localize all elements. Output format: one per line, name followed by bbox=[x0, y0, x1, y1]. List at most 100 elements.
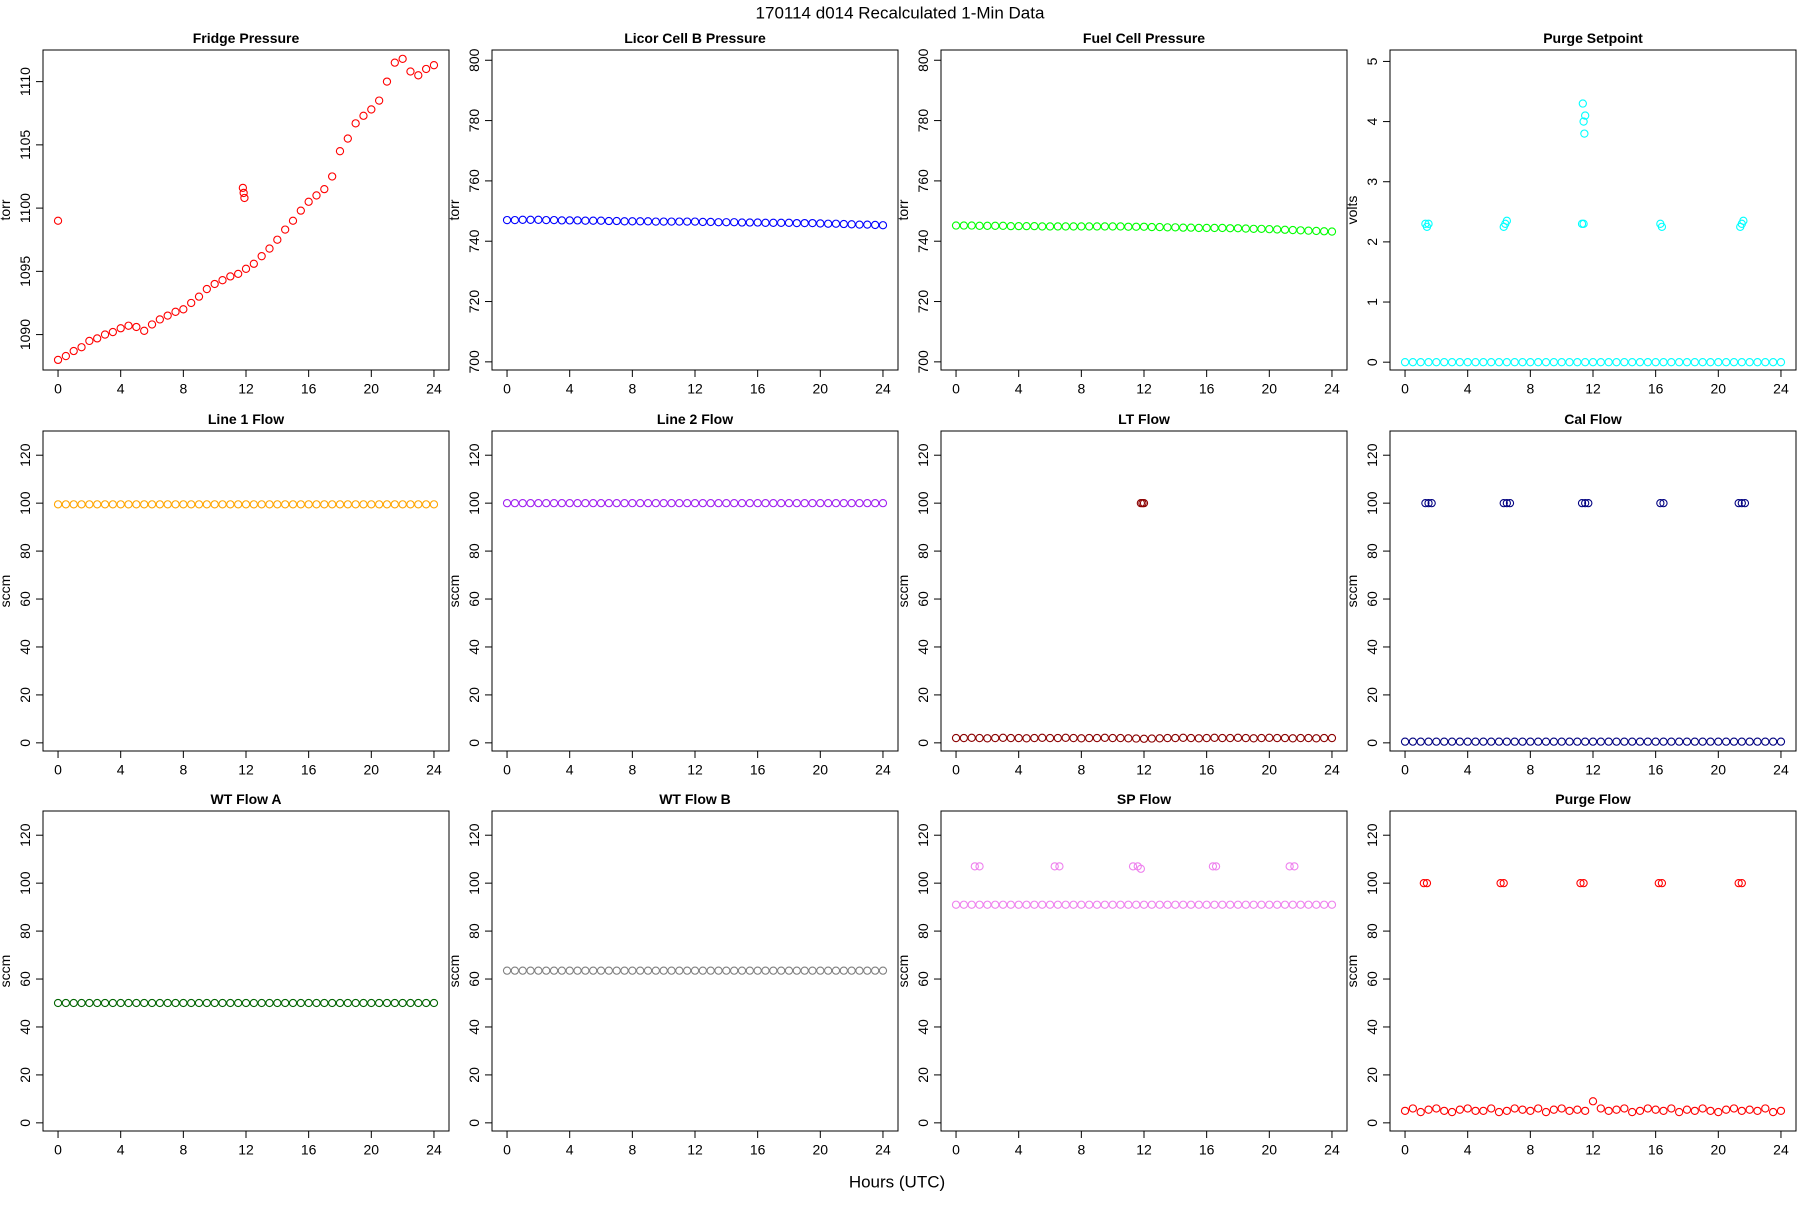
x-tick-label: 8 bbox=[1526, 1142, 1534, 1158]
data-point bbox=[155, 500, 165, 509]
data-point bbox=[1061, 900, 1070, 909]
data-point bbox=[1588, 1097, 1598, 1106]
data-point bbox=[1053, 733, 1063, 743]
data-point bbox=[414, 71, 423, 80]
data-point bbox=[1225, 900, 1235, 909]
data-point bbox=[1327, 733, 1337, 743]
data-point bbox=[1579, 219, 1588, 228]
x-tick-label: 8 bbox=[1526, 762, 1534, 778]
y-tick-label: 120 bbox=[915, 443, 931, 467]
data-point bbox=[53, 216, 63, 225]
data-point bbox=[667, 498, 676, 508]
y-tick-label: 0 bbox=[1364, 739, 1380, 747]
data-point bbox=[1285, 862, 1294, 871]
data-point bbox=[1596, 358, 1605, 367]
y-tick-label: 20 bbox=[1364, 687, 1380, 703]
data-point bbox=[1296, 226, 1305, 235]
y-tick-label: 0 bbox=[915, 1119, 931, 1127]
data-point bbox=[1257, 224, 1266, 234]
data-point bbox=[429, 998, 439, 1008]
data-point bbox=[1682, 737, 1692, 746]
data-point bbox=[132, 998, 141, 1008]
data-point bbox=[1714, 737, 1723, 746]
y-tick-label: 100 bbox=[915, 871, 931, 895]
data-point bbox=[991, 733, 1000, 743]
data-point bbox=[1257, 900, 1266, 909]
data-point bbox=[604, 216, 614, 226]
data-point bbox=[1721, 358, 1731, 367]
data-point bbox=[351, 998, 360, 1008]
data-point bbox=[1518, 358, 1527, 367]
data-point bbox=[1179, 223, 1188, 232]
data-point bbox=[643, 217, 653, 226]
plot-frame bbox=[940, 430, 1348, 752]
data-point bbox=[1576, 878, 1585, 888]
y-tick-label: 100 bbox=[915, 491, 931, 515]
panel-title: WT Flow A bbox=[210, 791, 281, 807]
data-point bbox=[1225, 733, 1235, 743]
data-point bbox=[1510, 1104, 1519, 1113]
y-tick-label: 40 bbox=[466, 1019, 482, 1035]
y-tick-label: 1 bbox=[1364, 298, 1380, 306]
data-point bbox=[1241, 900, 1250, 909]
y-tick-label: 20 bbox=[466, 1067, 482, 1083]
x-tick-label: 4 bbox=[1464, 381, 1472, 397]
data-point bbox=[951, 900, 961, 909]
data-point bbox=[557, 216, 567, 225]
data-point bbox=[502, 215, 512, 225]
data-point bbox=[367, 105, 376, 114]
data-point bbox=[847, 498, 856, 508]
data-point bbox=[1319, 227, 1329, 236]
data-point bbox=[878, 498, 888, 508]
data-point bbox=[636, 217, 645, 226]
data-point bbox=[1069, 222, 1078, 231]
y-tick-label: 100 bbox=[1364, 871, 1380, 895]
data-point bbox=[351, 119, 360, 128]
data-point bbox=[421, 64, 431, 74]
data-point bbox=[975, 221, 984, 230]
data-point bbox=[240, 193, 249, 203]
data-point bbox=[769, 218, 778, 227]
data-point bbox=[1249, 734, 1258, 743]
x-tick-label: 0 bbox=[503, 762, 511, 778]
data-point bbox=[320, 184, 329, 194]
data-point bbox=[855, 220, 864, 229]
data-point bbox=[1659, 737, 1668, 746]
data-point bbox=[1690, 358, 1699, 367]
data-point bbox=[1581, 737, 1590, 746]
data-point bbox=[414, 998, 423, 1008]
x-tick-label: 20 bbox=[1711, 1142, 1727, 1158]
data-point bbox=[1053, 900, 1063, 909]
data-point bbox=[116, 998, 125, 1008]
data-point bbox=[1249, 224, 1258, 234]
data-point bbox=[534, 498, 543, 508]
data-point bbox=[1620, 358, 1629, 367]
data-point bbox=[61, 500, 71, 509]
data-point bbox=[612, 498, 621, 508]
data-point bbox=[202, 998, 211, 1008]
data-point bbox=[1651, 358, 1660, 367]
data-point bbox=[816, 498, 825, 508]
y-axis-label: sccm bbox=[895, 955, 911, 988]
data-point bbox=[69, 998, 78, 1008]
data-point bbox=[218, 500, 227, 509]
data-point bbox=[171, 998, 180, 1008]
data-point bbox=[573, 966, 582, 975]
points bbox=[53, 54, 439, 365]
x-tick-label: 4 bbox=[117, 762, 125, 778]
points bbox=[502, 498, 888, 508]
data-point bbox=[800, 498, 809, 508]
data-point bbox=[390, 998, 399, 1008]
data-point bbox=[163, 500, 172, 509]
data-point bbox=[1241, 733, 1250, 743]
data-point bbox=[312, 500, 321, 509]
data-point bbox=[1502, 1106, 1512, 1116]
x-tick-label: 8 bbox=[179, 1142, 187, 1158]
data-point bbox=[1249, 900, 1258, 909]
x-tick-label: 0 bbox=[952, 762, 960, 778]
data-point bbox=[1596, 737, 1605, 746]
data-point bbox=[327, 998, 337, 1008]
x-tick-label: 16 bbox=[301, 762, 317, 778]
data-point bbox=[1022, 900, 1031, 909]
